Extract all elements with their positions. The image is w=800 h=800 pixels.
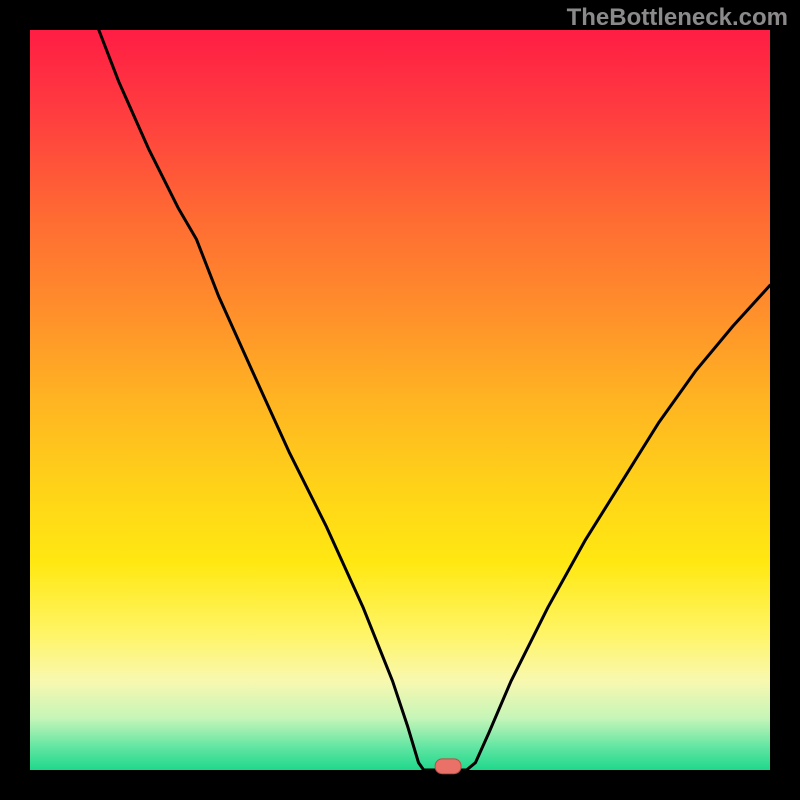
bottleneck-curve-chart bbox=[0, 0, 800, 800]
optimal-point-marker bbox=[435, 759, 461, 774]
gradient-background bbox=[30, 30, 770, 770]
watermark-text: TheBottleneck.com bbox=[567, 4, 788, 32]
chart-container: TheBottleneck.com bbox=[0, 0, 800, 800]
